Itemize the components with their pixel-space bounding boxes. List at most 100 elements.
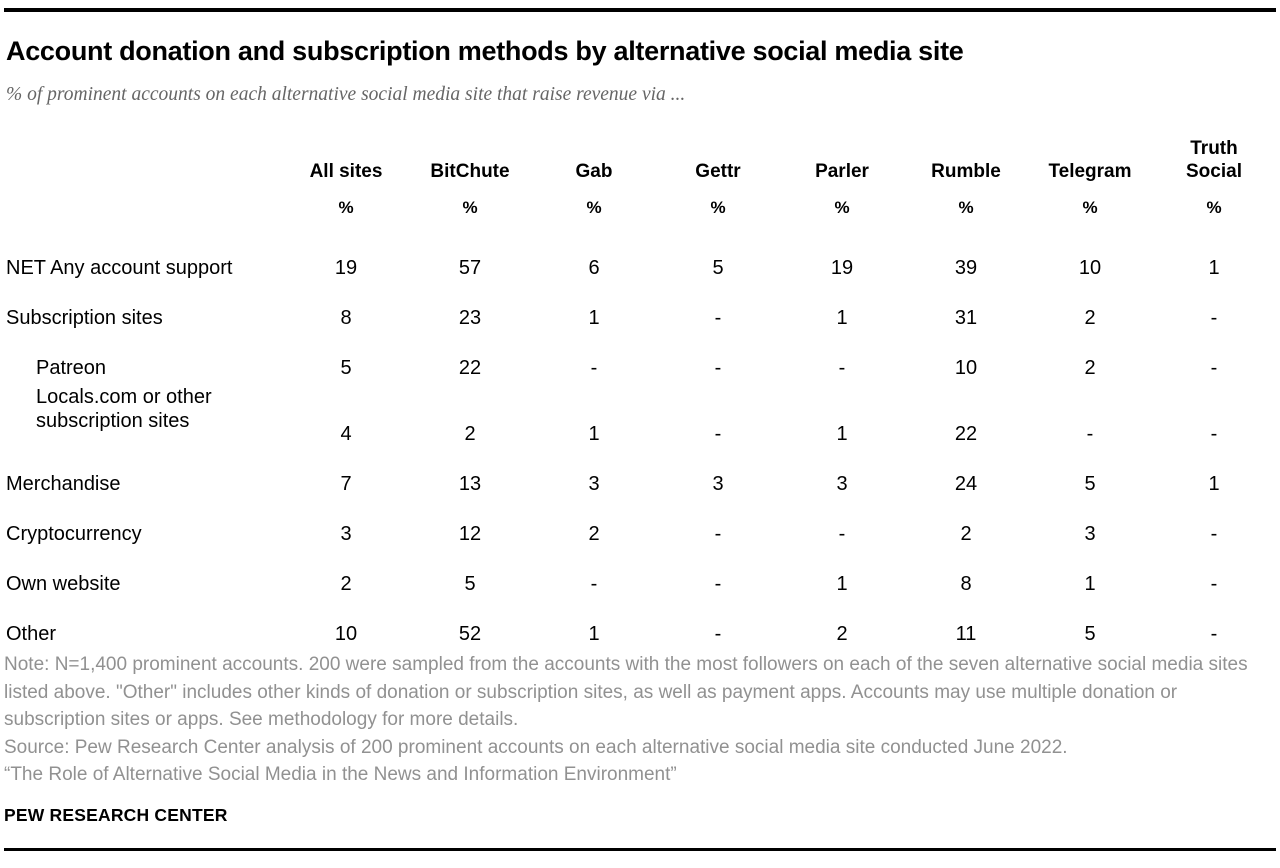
row-label: Own website (6, 573, 121, 595)
column-header-all-sites: All sites (309, 161, 383, 182)
cell: 1 (588, 423, 600, 445)
brand-wordmark: PEW RESEARCH CENTER (4, 804, 228, 825)
column-header-gettr: Gettr (695, 161, 741, 182)
cell: - (1210, 307, 1218, 329)
cell: 24 (954, 473, 978, 495)
note-text: Note: N=1,400 prominent accounts. 200 we… (4, 654, 1248, 730)
cell: - (714, 523, 722, 545)
unit-label: % (710, 198, 726, 217)
cell: 7 (340, 473, 352, 495)
cell: 5 (464, 573, 476, 595)
cell: 2 (960, 523, 972, 545)
figure: Account donation and subscription method… (4, 8, 1276, 851)
unit-label: % (462, 198, 478, 217)
cell: - (714, 623, 722, 645)
row-label: Other (6, 623, 57, 645)
cell: 2 (836, 623, 848, 645)
cell: 5 (340, 357, 352, 379)
table-row-locals-or-other-subscription-sites: Locals.com or other subscription sites 4… (4, 379, 1276, 445)
cell: 1 (1084, 573, 1096, 595)
cell: 4 (340, 423, 352, 445)
cell: 3 (712, 473, 724, 495)
column-header-gab: Gab (575, 161, 613, 182)
cell: 39 (954, 257, 978, 279)
row-label: Merchandise (6, 473, 121, 495)
cell: - (714, 423, 722, 445)
column-header-row: All sites BitChute Gab Gettr Parler Rumb… (4, 115, 1276, 183)
cell: 5 (1084, 623, 1096, 645)
table-row-other: Other 10 52 1 - 2 11 5 - (4, 595, 1276, 645)
cell: - (714, 573, 722, 595)
column-header-rumble: Rumble (931, 161, 1001, 182)
cell: 1 (588, 307, 600, 329)
cell: 11 (955, 623, 977, 645)
cell: 1 (836, 573, 848, 595)
table-row-subscription-sites: Subscription sites 8 23 1 - 1 31 2 - (4, 279, 1276, 329)
source-text: Source: Pew Research Center analysis of … (4, 736, 1068, 758)
column-header-bitchute: BitChute (430, 161, 510, 182)
cell: - (714, 307, 722, 329)
cell: 3 (1084, 523, 1096, 545)
table-row-net-any-account-support: NET Any account support 19 57 6 5 19 39 … (4, 229, 1276, 279)
report-title: “The Role of Alternative Social Media in… (4, 764, 677, 785)
cell: 2 (1084, 307, 1096, 329)
table-row-own-website: Own website 2 5 - - 1 8 1 - (4, 545, 1276, 595)
cell: 10 (1078, 257, 1102, 279)
unit-label: % (338, 198, 354, 217)
row-label: Subscription sites (6, 307, 163, 329)
bottom-rule (4, 847, 1276, 851)
cell: 2 (464, 423, 476, 445)
table-row-merchandise: Merchandise 7 13 3 3 3 24 5 1 (4, 445, 1276, 495)
cell: 6 (588, 257, 600, 279)
cell: 3 (836, 473, 848, 495)
cell: 1 (1208, 257, 1220, 279)
column-header-truth-social: Truth Social (1186, 138, 1242, 182)
cell: 10 (954, 357, 978, 379)
cell: - (1210, 357, 1218, 379)
subtitle: % of prominent accounts on each alternat… (6, 84, 686, 105)
table-row-cryptocurrency: Cryptocurrency 3 12 2 - - 2 3 - (4, 495, 1276, 545)
column-header-telegram: Telegram (1048, 161, 1132, 182)
cell: 3 (340, 523, 352, 545)
row-label: Cryptocurrency (6, 523, 142, 545)
cell: - (590, 357, 598, 379)
cell: 2 (1084, 357, 1096, 379)
unit-spacer (4, 183, 284, 229)
cell: 2 (588, 523, 600, 545)
unit-label: % (1082, 198, 1098, 217)
column-header-parler: Parler (815, 161, 869, 182)
cell: 2 (340, 573, 352, 595)
cell: 5 (1084, 473, 1096, 495)
cell: - (714, 357, 722, 379)
cell: 1 (836, 423, 848, 445)
row-label: Patreon (36, 357, 107, 379)
cell: 8 (960, 573, 972, 595)
top-rule (4, 8, 1276, 12)
cell: - (1210, 623, 1218, 645)
data-table: All sites BitChute Gab Gettr Parler Rumb… (4, 115, 1276, 645)
cell: 8 (340, 307, 352, 329)
cell: - (838, 523, 846, 545)
page-title: Account donation and subscription method… (6, 36, 964, 66)
cell: 57 (458, 257, 482, 279)
cell: 23 (458, 307, 482, 329)
cell: 13 (458, 473, 482, 495)
unit-label: % (1206, 198, 1222, 217)
cell: 3 (588, 473, 600, 495)
cell: 19 (830, 257, 854, 279)
cell: 1 (1208, 473, 1220, 495)
cell: - (1210, 423, 1218, 445)
column-header-spacer (4, 115, 284, 183)
cell: 1 (588, 623, 600, 645)
cell: 10 (334, 623, 358, 645)
cell: - (838, 357, 846, 379)
cell: 5 (712, 257, 724, 279)
cell: - (1210, 523, 1218, 545)
cell: 19 (334, 257, 358, 279)
unit-label: % (586, 198, 602, 217)
cell: 1 (836, 307, 848, 329)
cell: 52 (458, 623, 482, 645)
cell: - (590, 573, 598, 595)
table-row-patreon: Patreon 5 22 - - - 10 2 - (4, 329, 1276, 379)
cell: 31 (954, 307, 978, 329)
